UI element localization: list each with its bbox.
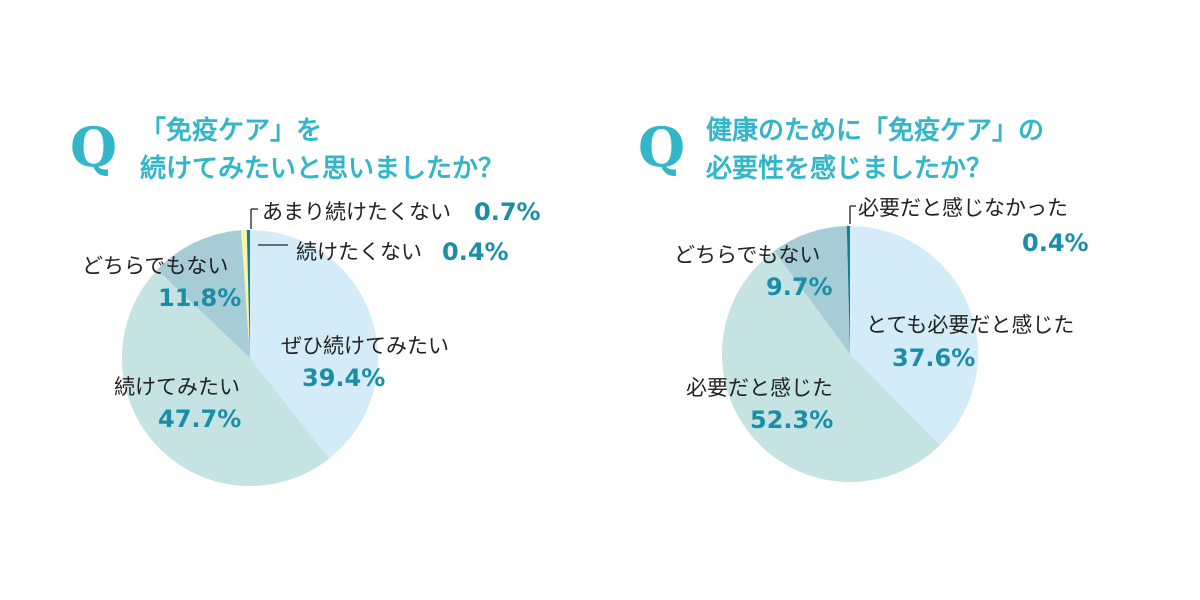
q-mark-1: Q [70, 115, 118, 179]
slice-value-2-0: 37.6% [892, 344, 976, 372]
pie-2-slice-2 [774, 226, 850, 354]
slice-label-1-2: どちらでもない [82, 254, 229, 278]
slice-label-2-2: どちらでもない [674, 243, 821, 267]
slice-label-2-1: 必要だと感じた [686, 376, 833, 400]
slice-label-1-3: あまり続けたくない [262, 200, 451, 224]
question-title-2-line-1: 健康のために「免疫ケア」の [706, 116, 1045, 146]
pie-1-slice-2 [157, 230, 250, 358]
pie-1-slice-0 [250, 230, 379, 459]
slice-value-1-3: 0.7% [474, 198, 541, 226]
slice-value-2-2: 9.7% [766, 273, 833, 301]
pie-chart-2 [722, 205, 978, 483]
slice-value-2-3: 0.4% [1022, 229, 1089, 257]
question-title-1: 「免疫ケア」を 続けてみたいと思いましたか？ [140, 112, 504, 188]
pie-2-slice-0 [850, 226, 978, 446]
pie-2-slice-3 [846, 226, 850, 354]
question-title-1-line-1: 「免疫ケア」を [140, 116, 323, 146]
q-mark-2: Q [638, 115, 686, 179]
slice-label-1-4: 続けたくない [296, 240, 422, 264]
pie-2-slice-1 [722, 250, 940, 483]
slice-label-1-0: ぜひ続けてみたい [281, 334, 449, 358]
slice-value-1-0: 39.4% [302, 364, 386, 392]
slice-label-1-1: 続けてみたい [114, 375, 240, 399]
pie-chart-1 [121, 208, 379, 487]
slice-label-2-0: とても必要だと感じた [866, 313, 1075, 337]
question-title-2: 健康のために「免疫ケア」の 必要性を感じましたか？ [706, 112, 1044, 188]
pie-1-slice-3 [241, 230, 250, 358]
slice-value-2-1: 52.3% [750, 406, 834, 434]
slice-value-1-4: 0.4% [442, 238, 509, 266]
question-title-2-line-2: 必要性を感じましたか？ [706, 154, 993, 184]
slice-value-1-2: 11.8% [158, 284, 242, 312]
pie-1-slice-4 [246, 230, 250, 358]
chart-panel-1: Q 「免疫ケア」を 続けてみたいと思いましたか？ ぜひ続けてみたい 39.4% … [70, 112, 541, 487]
chart-panel-2: Q 健康のために「免疫ケア」の 必要性を感じましたか？ とても必要だと感じた 3… [600, 0, 1200, 600]
slice-label-2-3: 必要だと感じなかった [858, 196, 1068, 220]
question-title-1-line-2: 続けてみたいと思いましたか？ [140, 154, 505, 184]
pie-1-slice-1 [121, 269, 330, 487]
slice-value-1-1: 47.7% [158, 405, 242, 433]
